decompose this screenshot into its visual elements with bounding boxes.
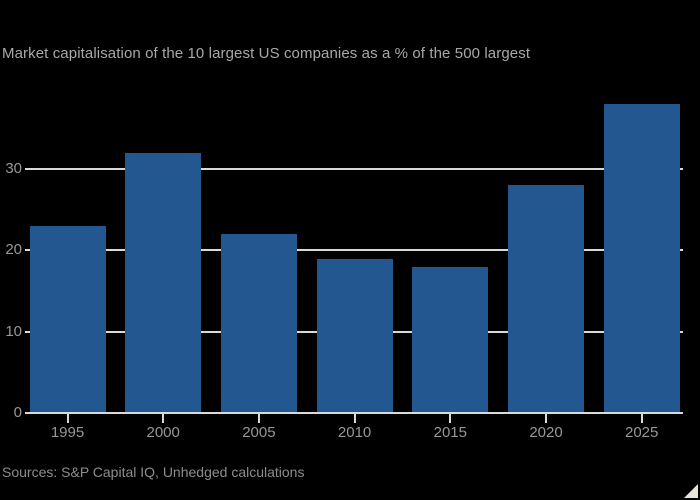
x-axis-label: 2020	[529, 424, 563, 441]
bar-2025	[603, 104, 680, 413]
x-axis-label: 2010	[337, 424, 372, 441]
x-axis-line	[25, 412, 683, 414]
y-axis-label: 0	[13, 404, 22, 421]
y-axis-label: 30	[5, 160, 22, 178]
bar-2020	[508, 185, 584, 413]
x-axis-label: 2025	[625, 424, 659, 441]
source-note: Sources: S&P Capital IQ, Unhedged calcul…	[2, 464, 305, 480]
bar-2005	[220, 234, 297, 413]
chart-subtitle: Market capitalisation of the 10 largest …	[2, 45, 531, 62]
bar-2000	[125, 152, 202, 413]
x-axis-tick	[449, 413, 452, 423]
bar-2010	[316, 258, 393, 413]
x-axis-tick	[353, 413, 356, 423]
x-axis-tick	[66, 413, 69, 423]
x-axis-label: 2015	[433, 424, 467, 441]
x-axis-tick	[545, 413, 547, 423]
y-axis-label: 20	[5, 241, 22, 259]
bar-1995	[29, 226, 106, 413]
gridline-20	[25, 249, 683, 252]
x-axis-label: 1995	[50, 424, 85, 441]
y-axis-label: 10	[5, 322, 22, 340]
gridline-30	[25, 168, 683, 171]
x-axis-tick	[162, 413, 165, 423]
resize-handle-icon[interactable]	[684, 484, 698, 498]
x-axis-tick	[640, 413, 643, 423]
x-axis-label: 2000	[146, 424, 180, 441]
x-axis-tick	[257, 413, 260, 423]
bar-2015	[412, 266, 489, 413]
x-axis-label: 2005	[242, 424, 276, 441]
